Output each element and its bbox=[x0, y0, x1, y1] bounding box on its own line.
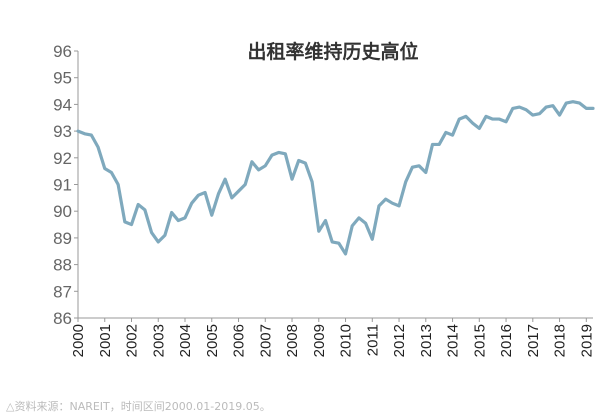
x-tick-label: 2006 bbox=[231, 324, 248, 357]
x-tick-label: 2000 bbox=[70, 324, 87, 357]
chart-title: 出租率维持历史高位 bbox=[247, 40, 418, 63]
x-tick-label: 2003 bbox=[150, 324, 167, 357]
x-tick-label: 2011 bbox=[364, 324, 381, 356]
x-tick-label: 2005 bbox=[204, 324, 221, 357]
y-axis: 86 87 88 89 90 91 92 93 94 95 96 bbox=[53, 42, 79, 328]
series-line bbox=[76, 100, 595, 256]
x-tick-label: 2012 bbox=[391, 324, 408, 357]
x-tick-label: 2019 bbox=[578, 324, 595, 357]
y-tick-label: 96 bbox=[53, 42, 72, 61]
x-tick-label: 2015 bbox=[471, 324, 488, 357]
x-tick-label: 2014 bbox=[445, 324, 462, 357]
x-tick-label: 2010 bbox=[338, 324, 355, 357]
y-tick-label: 92 bbox=[53, 149, 72, 168]
y-tick-label: 86 bbox=[53, 309, 72, 328]
x-tick-label: 2013 bbox=[418, 324, 435, 357]
x-tick-label: 2017 bbox=[525, 324, 542, 357]
x-tick-label: 2001 bbox=[97, 324, 114, 357]
y-tick-label: 89 bbox=[53, 229, 72, 248]
y-tick-label: 93 bbox=[53, 122, 72, 141]
x-tick-label: 2004 bbox=[177, 324, 194, 357]
series-layer bbox=[76, 100, 595, 256]
y-tick-label: 87 bbox=[53, 282, 72, 301]
x-tick-label: 2007 bbox=[257, 324, 274, 357]
x-tick-label: 2016 bbox=[498, 324, 515, 357]
x-axis: 2000 2001 2002 2003 2004 2005 2006 2007 2008 2009… bbox=[70, 317, 595, 357]
y-tick-label: 91 bbox=[53, 176, 72, 195]
y-tick-label: 95 bbox=[53, 69, 72, 88]
source-note: △资料来源：NAREIT，时间区间2000.01-2019.05。 bbox=[6, 400, 271, 413]
x-tick-label: 2009 bbox=[311, 324, 328, 357]
x-tick-label: 2002 bbox=[124, 324, 141, 357]
x-tick-label: 2018 bbox=[552, 324, 569, 357]
y-tick-label: 90 bbox=[53, 202, 72, 221]
y-tick-label: 88 bbox=[53, 256, 72, 275]
x-tick-label: 2008 bbox=[284, 324, 301, 357]
y-tick-label: 94 bbox=[53, 95, 72, 114]
